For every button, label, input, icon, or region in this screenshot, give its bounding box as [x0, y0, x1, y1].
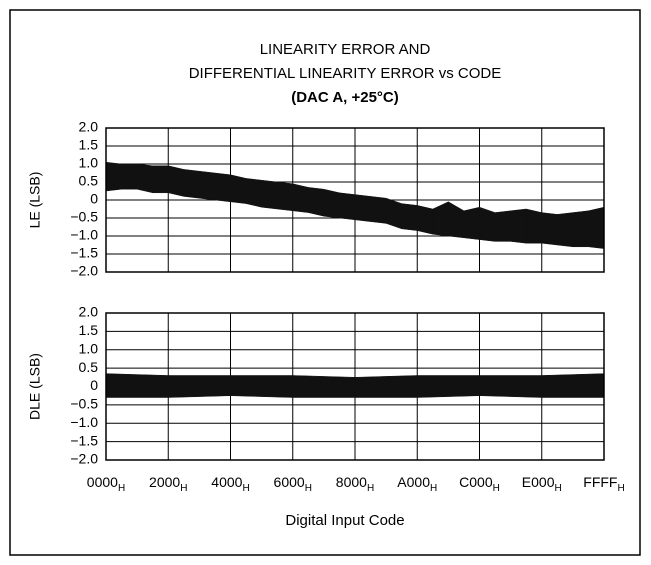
error-band	[199, 170, 216, 201]
error-band	[292, 375, 356, 398]
y-tick-label: 1.5	[79, 322, 99, 338]
error-band	[541, 373, 605, 398]
error-band	[494, 210, 511, 242]
error-band	[588, 206, 605, 249]
x-tick-text: C000	[459, 474, 493, 490]
x-tick-label: A000H	[397, 474, 437, 494]
x-tick-text: A000	[397, 474, 430, 490]
error-band	[510, 208, 527, 244]
y-tick-label: −1.5	[70, 432, 98, 448]
x-tick-subscript: H	[617, 483, 624, 494]
y-axis-label: DLE (LSB)	[27, 353, 43, 420]
error-band	[292, 183, 309, 213]
error-band	[105, 161, 122, 192]
x-tick-label: 8000H	[336, 474, 374, 494]
y-tick-label: 2.0	[79, 119, 99, 135]
y-tick-label: −2.0	[70, 263, 98, 279]
x-tick-label: 2000H	[149, 474, 187, 494]
x-tick-subscript: H	[305, 483, 312, 494]
x-tick-label: 0000H	[87, 474, 125, 494]
x-tick-label: 6000H	[274, 474, 312, 494]
y-tick-label: −2.0	[70, 451, 98, 467]
error-band	[308, 187, 325, 217]
x-tick-label: E000H	[522, 474, 562, 494]
y-tick-label: 1.0	[79, 340, 99, 356]
y-tick-label: 0	[90, 191, 98, 207]
x-tick-subscript: H	[242, 483, 249, 494]
error-band	[479, 375, 543, 398]
plot-border	[105, 312, 605, 461]
y-tick-label: 0	[90, 377, 98, 393]
x-tick-label: FFFFH	[583, 474, 624, 494]
error-band	[105, 373, 169, 398]
error-band	[463, 206, 480, 240]
y-tick-label: −1.0	[70, 227, 98, 243]
title-line: LINEARITY ERROR AND	[260, 41, 431, 58]
y-tick-label: −1.5	[70, 245, 98, 261]
error-band	[354, 194, 371, 222]
y-tick-label: −0.5	[70, 209, 98, 225]
error-band	[370, 196, 387, 224]
x-tick-subscript: H	[180, 483, 187, 494]
y-tick-label: −0.5	[70, 396, 98, 412]
error-band	[183, 169, 200, 199]
error-band	[276, 181, 294, 212]
error-band	[354, 375, 418, 398]
error-band	[168, 165, 185, 197]
y-axis-label: LE (LSB)	[27, 172, 43, 229]
x-tick-subscript: H	[367, 483, 374, 494]
x-tick-subscript: H	[554, 483, 561, 494]
x-tick-text: 4000	[211, 474, 242, 490]
error-band	[525, 208, 543, 244]
error-band	[152, 165, 169, 194]
y-tick-label: 0.5	[79, 173, 99, 189]
x-tick-subscript: H	[493, 483, 500, 494]
y-tick-label: 0.5	[79, 359, 99, 375]
error-band	[230, 174, 247, 204]
subtitle: (DAC A, +25°C)	[291, 89, 399, 106]
x-tick-text: FFFF	[583, 474, 617, 490]
y-tick-label: −1.0	[70, 414, 98, 430]
x-tick-text: E000	[522, 474, 555, 490]
x-tick-label: 4000H	[211, 474, 249, 494]
error-band	[214, 172, 231, 203]
x-tick-text: 6000	[274, 474, 305, 490]
x-tick-label: C000H	[459, 474, 500, 494]
error-band	[572, 210, 589, 248]
error-band	[121, 163, 138, 190]
x-tick-subscript: H	[430, 483, 437, 494]
error-band	[417, 375, 480, 398]
error-band	[417, 205, 434, 235]
frame	[9, 9, 641, 556]
error-band	[541, 212, 558, 246]
error-band	[136, 163, 153, 194]
x-tick-text: 0000	[87, 474, 118, 490]
plot-border	[105, 127, 605, 273]
error-band	[245, 178, 262, 208]
y-tick-label: 1.0	[79, 155, 99, 171]
error-band	[230, 375, 294, 398]
y-tick-label: 1.5	[79, 137, 99, 153]
x-tick-subscript: H	[118, 483, 125, 494]
error-band	[261, 179, 278, 210]
y-tick-label: 2.0	[79, 304, 99, 320]
x-tick-text: 2000	[149, 474, 180, 490]
error-band	[385, 197, 402, 230]
title-line: DIFFERENTIAL LINEARITY ERROR vs CODE	[189, 65, 502, 82]
error-band	[323, 188, 340, 219]
error-band	[168, 375, 231, 398]
error-band	[479, 206, 496, 242]
x-tick-text: 8000	[336, 474, 367, 490]
error-band	[339, 192, 356, 221]
x-axis-label: Digital Input Code	[285, 512, 404, 529]
error-band	[401, 203, 418, 231]
error-band	[557, 212, 574, 248]
